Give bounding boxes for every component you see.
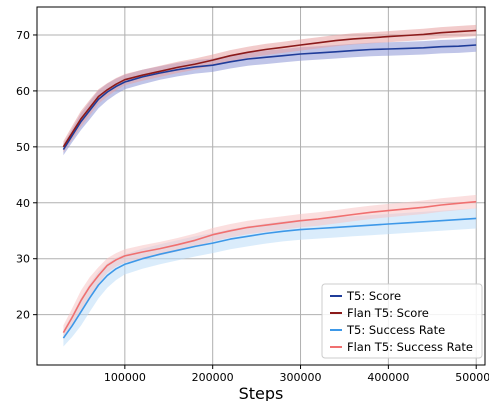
x-tick-label: 300000 — [280, 371, 322, 384]
legend-label: T5: Success Rate — [346, 323, 445, 337]
x-axis-ticks: 100000 200000 300000 400000 500000 — [104, 365, 489, 384]
series-lines — [62, 29, 477, 339]
y-tick-label: 40 — [16, 197, 30, 210]
x-tick-label: 100000 — [104, 371, 146, 384]
legend-label: Flan T5: Score — [347, 306, 429, 320]
legend-label: T5: Score — [346, 289, 401, 303]
x-tick-label: 400000 — [367, 371, 409, 384]
plot-frame — [36, 6, 486, 366]
legend: T5: Score Flan T5: Score T5: Success Rate F… — [321, 283, 483, 359]
x-axis-label: Steps — [239, 384, 284, 401]
y-tick-label: 30 — [16, 253, 30, 266]
y-tick-label: 20 — [16, 309, 30, 322]
series-line-3 — [62, 200, 477, 333]
y-axis-ticks: 20 30 40 50 60 70 — [16, 29, 37, 322]
y-tick-label: 50 — [16, 141, 30, 154]
series-line-1 — [62, 29, 477, 148]
legend-label: Flan T5: Success Rate — [347, 340, 473, 354]
x-tick-label: 500000 — [455, 371, 489, 384]
series-line-0 — [62, 44, 477, 151]
y-tick-label: 60 — [16, 85, 30, 98]
series-line-2 — [62, 217, 477, 339]
band-1 — [63, 24, 477, 153]
legend-box — [321, 283, 483, 359]
x-tick-label: 200000 — [192, 371, 234, 384]
y-tick-label: 70 — [16, 29, 30, 42]
